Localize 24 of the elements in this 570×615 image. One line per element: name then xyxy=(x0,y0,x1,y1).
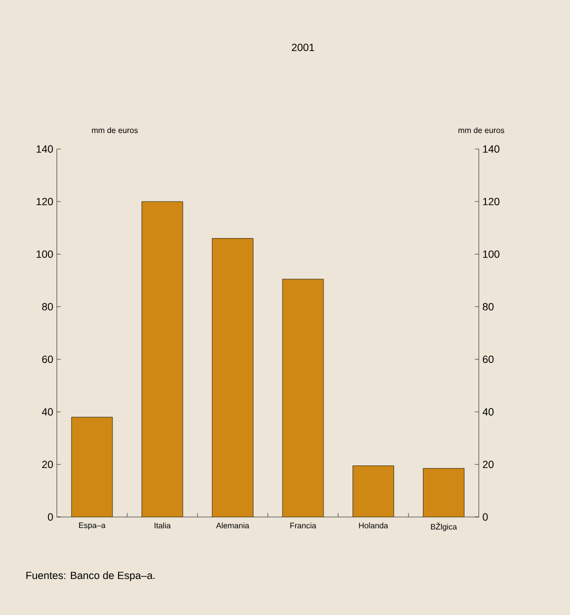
bar xyxy=(142,202,183,517)
y-tick-label: 140 xyxy=(483,145,500,153)
y-tick-label: 100 xyxy=(483,250,500,258)
y-tick-label: 40 xyxy=(482,408,494,416)
bar xyxy=(72,417,112,517)
y-tick-label: 120 xyxy=(483,198,500,206)
y2-tick-label: 60 xyxy=(42,356,53,363)
source-note: Fuentes: Banco de Espa–a. xyxy=(26,571,155,582)
y-tick-label: 0 xyxy=(482,513,488,521)
y-tick-label: 80 xyxy=(482,303,494,310)
bar xyxy=(212,238,254,517)
y2-tick-label: 140 xyxy=(36,145,53,153)
chart-title: 2001 xyxy=(292,44,314,52)
y2-tick-label: 40 xyxy=(42,408,53,416)
y-tick-label: 60 xyxy=(482,356,494,363)
bar xyxy=(282,279,324,517)
bar xyxy=(422,468,464,517)
y2-tick-label: 100 xyxy=(36,250,53,258)
y2-tick-label: 20 xyxy=(42,460,53,468)
y2-tick-label: 80 xyxy=(42,303,53,310)
y-tick-label: 20 xyxy=(482,460,494,468)
y2-tick-label: 120 xyxy=(36,198,53,206)
bar xyxy=(352,466,394,517)
y2-tick-label: 0 xyxy=(48,513,53,521)
